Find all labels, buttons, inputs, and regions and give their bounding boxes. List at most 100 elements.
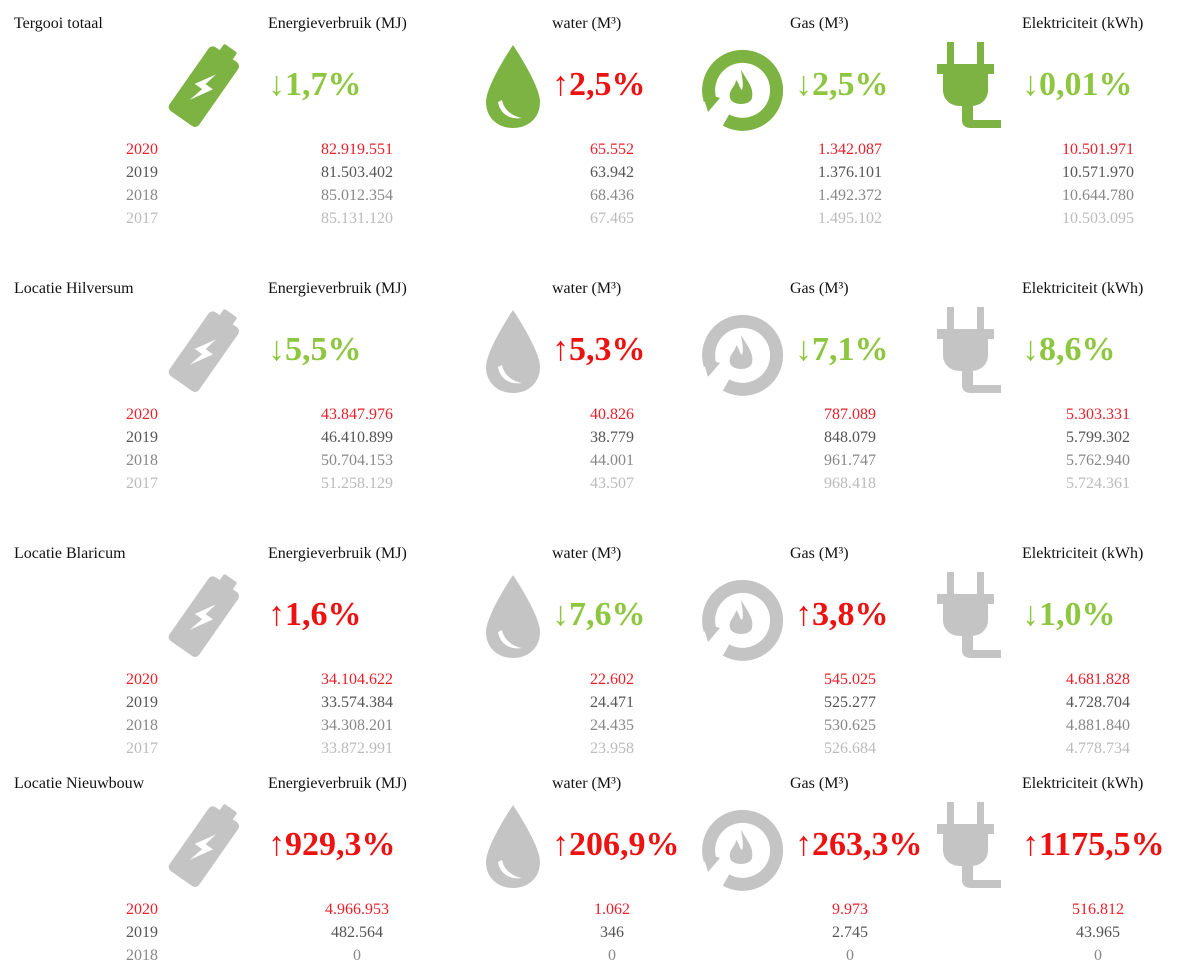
metric-value: 968.418 xyxy=(824,475,876,492)
metric-label: Elektriciteit (kWh) xyxy=(1022,15,1144,32)
year: 2019 xyxy=(126,164,158,181)
year: 2020 xyxy=(126,406,158,423)
metric-value: 65.552 xyxy=(590,141,634,158)
plug-icon xyxy=(937,802,1001,888)
metric-value: 85.012.354 xyxy=(321,187,393,204)
gas-icon xyxy=(702,314,784,396)
metric-value: 10.644.780 xyxy=(1062,187,1134,204)
metric-value: 34.104.622 xyxy=(321,671,393,688)
change-percentage: ↓7,1% xyxy=(795,331,889,368)
metric-value: 5.303.331 xyxy=(1066,406,1130,423)
change-percentage: ↑1,6% xyxy=(268,596,362,633)
metric-value: 5.762.940 xyxy=(1066,452,1130,469)
section-title: Locatie Nieuwbouw xyxy=(14,775,145,792)
change-percentage: ↑206,9% xyxy=(552,826,680,863)
metric-value: 85.131.120 xyxy=(321,210,393,227)
metric-value: 44.001 xyxy=(590,452,634,469)
section-title: Tergooi totaal xyxy=(14,15,103,32)
metric-value: 63.942 xyxy=(590,164,634,181)
year: 2020 xyxy=(126,901,158,918)
metric-value: 525.277 xyxy=(824,694,876,711)
metric-value: 9.973 xyxy=(832,901,868,918)
metric-value: 82.919.551 xyxy=(321,141,393,158)
metric-value: 23.958 xyxy=(590,740,634,757)
change-percentage: ↑929,3% xyxy=(268,826,396,863)
change-percentage: ↓7,6% xyxy=(552,596,646,633)
year: 2018 xyxy=(126,452,158,469)
metric-value: 1.376.101 xyxy=(818,164,882,181)
metric-value: 38.779 xyxy=(590,429,634,446)
metric-value: 787.089 xyxy=(824,406,876,423)
year: 2017 xyxy=(126,740,158,757)
metric-value: 4.966.953 xyxy=(325,901,389,918)
metric-value: 961.747 xyxy=(824,452,876,469)
change-percentage: ↑5,3% xyxy=(552,331,646,368)
metric-value: 848.079 xyxy=(824,429,876,446)
metric-value: 0 xyxy=(846,947,854,964)
change-percentage: ↑3,8% xyxy=(795,596,889,633)
metric-value: 0 xyxy=(1094,947,1102,964)
metric-label: water (M³) xyxy=(552,775,622,792)
metric-value: 43.507 xyxy=(590,475,634,492)
metric-label: Elektriciteit (kWh) xyxy=(1022,775,1144,792)
metric-value: 4.681.828 xyxy=(1066,671,1130,688)
year: 2020 xyxy=(126,141,158,158)
year: 2019 xyxy=(126,924,158,941)
change-percentage: ↓0,01% xyxy=(1022,66,1133,103)
metric-value: 5.724.361 xyxy=(1066,475,1130,492)
plug-icon xyxy=(937,572,1001,658)
section-title: Locatie Blaricum xyxy=(14,545,126,562)
metric-label: Energieverbruik (MJ) xyxy=(268,15,407,32)
drop-icon xyxy=(486,805,540,888)
metric-value: 40.826 xyxy=(590,406,634,423)
metric-value: 34.308.201 xyxy=(321,717,393,734)
metric-value: 67.465 xyxy=(590,210,634,227)
metric-value: 10.501.971 xyxy=(1062,141,1134,158)
metric-value: 1.342.087 xyxy=(818,141,882,158)
metric-value: 346 xyxy=(600,924,624,941)
metric-value: 50.704.153 xyxy=(321,452,393,469)
metric-value: 4.728.704 xyxy=(1066,694,1130,711)
section-title: Locatie Hilversum xyxy=(14,280,134,297)
year: 2017 xyxy=(126,210,158,227)
metric-value: 4.778.734 xyxy=(1066,740,1130,757)
metric-label: water (M³) xyxy=(552,280,622,297)
metric-label: Energieverbruik (MJ) xyxy=(268,545,407,562)
metric-value: 43.847.976 xyxy=(321,406,393,423)
metric-value: 1.062 xyxy=(594,901,630,918)
year: 2019 xyxy=(126,694,158,711)
metric-value: 51.258.129 xyxy=(321,475,393,492)
year: 2018 xyxy=(126,187,158,204)
gas-icon xyxy=(702,809,784,891)
change-percentage: ↓1,0% xyxy=(1022,596,1116,633)
metric-label: Energieverbruik (MJ) xyxy=(268,775,407,792)
year: 2017 xyxy=(126,475,158,492)
metric-value: 81.503.402 xyxy=(321,164,393,181)
metric-value: 0 xyxy=(353,947,361,964)
change-percentage: ↓5,5% xyxy=(268,331,362,368)
metric-value: 10.503.095 xyxy=(1062,210,1134,227)
metric-value: 526.684 xyxy=(824,740,876,757)
change-percentage: ↑1175,5% xyxy=(1022,826,1165,863)
metric-value: 33.574.384 xyxy=(321,694,393,711)
gas-icon xyxy=(702,49,784,131)
year: 2019 xyxy=(126,429,158,446)
gas-icon xyxy=(702,579,784,661)
plug-icon xyxy=(937,42,1001,128)
metric-value: 545.025 xyxy=(824,671,876,688)
change-percentage: ↓2,5% xyxy=(795,66,889,103)
change-percentage: ↓1,7% xyxy=(268,66,362,103)
metric-value: 4.881.840 xyxy=(1066,717,1130,734)
metric-value: 516.812 xyxy=(1072,901,1124,918)
metric-value: 24.471 xyxy=(590,694,634,711)
metric-label: Gas (M³) xyxy=(790,15,849,32)
metric-label: Elektriciteit (kWh) xyxy=(1022,545,1144,562)
metric-value: 1.492.372 xyxy=(818,187,882,204)
metric-value: 1.495.102 xyxy=(818,210,882,227)
metric-value: 10.571.970 xyxy=(1062,164,1134,181)
change-percentage: ↑2,5% xyxy=(552,66,646,103)
plug-icon xyxy=(937,307,1001,393)
metric-label: Elektriciteit (kWh) xyxy=(1022,280,1144,297)
metric-label: Gas (M³) xyxy=(790,545,849,562)
drop-icon xyxy=(486,310,540,393)
